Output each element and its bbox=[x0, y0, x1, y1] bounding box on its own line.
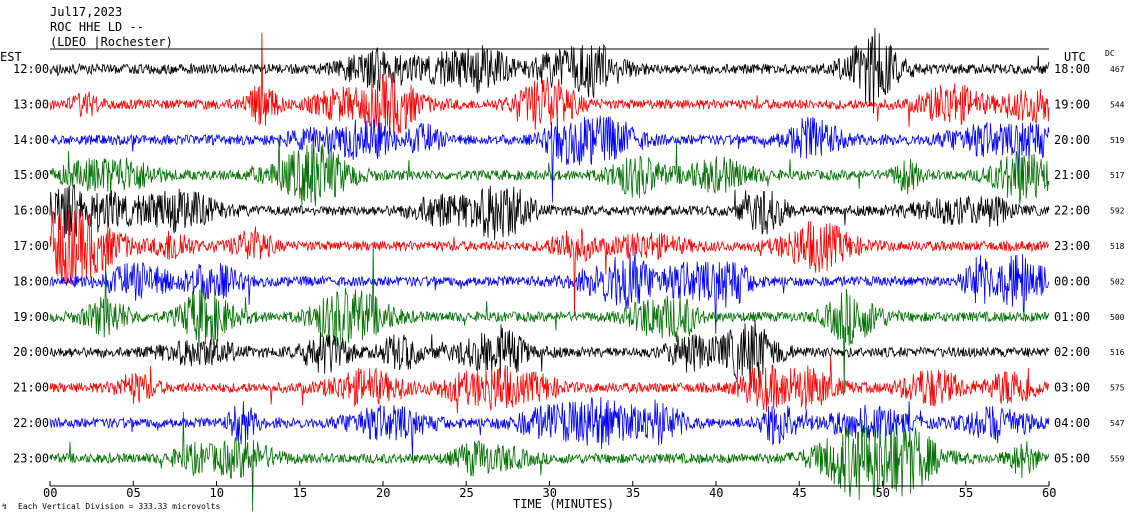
dc-value: 500 bbox=[1110, 313, 1125, 322]
dc-value: 547 bbox=[1110, 419, 1125, 428]
dc-value: 559 bbox=[1110, 454, 1125, 463]
dc-value: 575 bbox=[1110, 384, 1125, 393]
x-tick-label: 25 bbox=[459, 486, 473, 500]
trace-row-1900 bbox=[49, 242, 1050, 393]
dc-value: 517 bbox=[1110, 171, 1125, 180]
est-label: 13:00 bbox=[13, 97, 49, 111]
utc-label: 20:00 bbox=[1054, 133, 1090, 147]
trace-row-2300 bbox=[49, 411, 1050, 512]
x-tick-label: 20 bbox=[376, 486, 390, 500]
scale-icon: ↯ bbox=[2, 502, 7, 511]
x-axis-label: TIME (MINUTES) bbox=[513, 497, 614, 511]
x-tick-label: 40 bbox=[709, 486, 723, 500]
utc-label: 23:00 bbox=[1054, 239, 1090, 253]
chart-date: Jul17,2023 bbox=[50, 5, 122, 19]
trace-row-2100 bbox=[49, 356, 1050, 414]
trace-row-1300 bbox=[49, 32, 1050, 138]
dc-value: 544 bbox=[1110, 100, 1125, 109]
x-tick-label: 55 bbox=[959, 486, 973, 500]
x-tick-label: 30 bbox=[543, 486, 557, 500]
trace-row-2000 bbox=[49, 319, 1050, 382]
est-label: 23:00 bbox=[13, 451, 49, 465]
dc-column-title: DC bbox=[1105, 49, 1115, 58]
est-label: 21:00 bbox=[13, 381, 49, 395]
utc-axis-title: UTC bbox=[1064, 50, 1086, 64]
utc-label: 01:00 bbox=[1054, 310, 1090, 324]
utc-label: 22:00 bbox=[1054, 204, 1090, 218]
utc-label: 21:00 bbox=[1054, 168, 1090, 182]
x-axis-ticks: 00 05 10 15 20 25 30 35 40 45 50 55 60 bbox=[43, 481, 1056, 500]
est-label: 16:00 bbox=[13, 204, 49, 218]
x-tick-label: 35 bbox=[626, 486, 640, 500]
est-axis-title: EST bbox=[0, 50, 22, 64]
est-label: 14:00 bbox=[13, 133, 49, 147]
dc-value: 518 bbox=[1110, 242, 1125, 251]
trace-row-1800 bbox=[49, 251, 1050, 334]
dc-value: 592 bbox=[1110, 207, 1125, 216]
dc-value: 467 bbox=[1110, 65, 1125, 74]
x-tick-label: 60 bbox=[1042, 486, 1056, 500]
trace-row-1600 bbox=[49, 184, 1050, 241]
utc-label: 00:00 bbox=[1054, 274, 1090, 288]
trace-row-1500 bbox=[49, 134, 1050, 207]
trace-row-2200 bbox=[49, 397, 1050, 459]
utc-label: 02:00 bbox=[1054, 345, 1090, 359]
trace-row-1700 bbox=[49, 208, 1050, 317]
dc-value: 502 bbox=[1110, 277, 1125, 286]
dc-value: 519 bbox=[1110, 136, 1125, 145]
row-labels: 12:00 18:00 467 13:00 19:00 544 14:00 20:00 519 1… bbox=[13, 62, 1125, 465]
utc-label: 18:00 bbox=[1054, 62, 1090, 76]
est-label: 19:00 bbox=[13, 310, 49, 324]
utc-label: 05:00 bbox=[1054, 451, 1090, 465]
trace-row-1400 bbox=[49, 115, 1050, 203]
x-tick-label: 10 bbox=[210, 486, 224, 500]
station-code: ROC HHE LD -- bbox=[50, 20, 144, 34]
est-label: 15:00 bbox=[13, 168, 49, 182]
x-tick-label: 05 bbox=[126, 486, 140, 500]
est-label: 20:00 bbox=[13, 345, 49, 359]
est-label: 12:00 bbox=[13, 62, 49, 76]
est-label: 18:00 bbox=[13, 274, 49, 288]
utc-label: 04:00 bbox=[1054, 416, 1090, 430]
seismic-traces bbox=[49, 27, 1050, 512]
trace-row-1200 bbox=[49, 27, 1050, 114]
est-label: 17:00 bbox=[13, 239, 49, 253]
utc-label: 19:00 bbox=[1054, 97, 1090, 111]
est-label: 22:00 bbox=[13, 416, 49, 430]
dc-value: 516 bbox=[1110, 348, 1125, 357]
network-name: (LDEO |Rochester) bbox=[50, 35, 173, 49]
x-tick-label: 45 bbox=[792, 486, 806, 500]
utc-label: 03:00 bbox=[1054, 381, 1090, 395]
x-tick-label: 50 bbox=[876, 486, 890, 500]
x-tick-label: 00 bbox=[43, 486, 57, 500]
vertical-division-note: Each Vertical Division = 333.33 microvol… bbox=[18, 502, 220, 511]
x-tick-label: 15 bbox=[293, 486, 307, 500]
